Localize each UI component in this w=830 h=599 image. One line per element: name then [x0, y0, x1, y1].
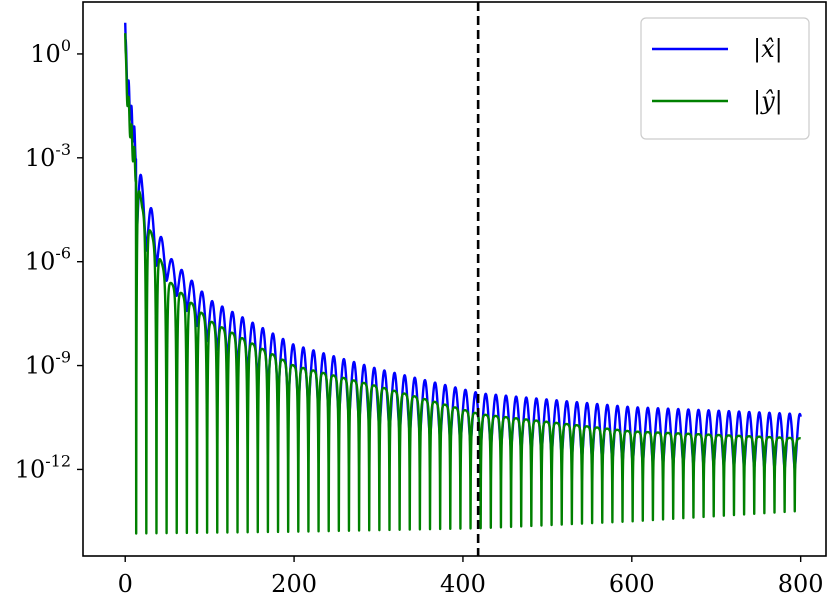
series-layer	[124, 22, 802, 535]
y-tick-label: 10-6	[25, 244, 71, 276]
y-axis-ticks: 100 10-3 10-6 10-9 10-12	[15, 36, 83, 483]
legend-label: |x̂|	[753, 35, 783, 64]
legend: |x̂| |ŷ|	[640, 17, 810, 140]
x-tick-label: 200	[271, 570, 317, 598]
legend-label: |ŷ|	[753, 87, 783, 116]
x-tick-label: 400	[440, 570, 486, 598]
y-tick-label: 100	[30, 36, 71, 68]
series-line-2	[124, 33, 802, 535]
x-tick-label: 800	[778, 570, 824, 598]
axes-frame	[82, 1, 827, 557]
x-tick-label: 0	[118, 570, 133, 598]
x-tick-label: 600	[609, 570, 655, 598]
y-tick-label: 10-12	[15, 451, 71, 483]
y-tick-label: 10-3	[25, 140, 71, 172]
y-tick-label: 10-9	[25, 348, 71, 380]
x-axis-ticks: 0 200 400 600 800	[118, 556, 824, 598]
legend-box	[640, 17, 810, 140]
